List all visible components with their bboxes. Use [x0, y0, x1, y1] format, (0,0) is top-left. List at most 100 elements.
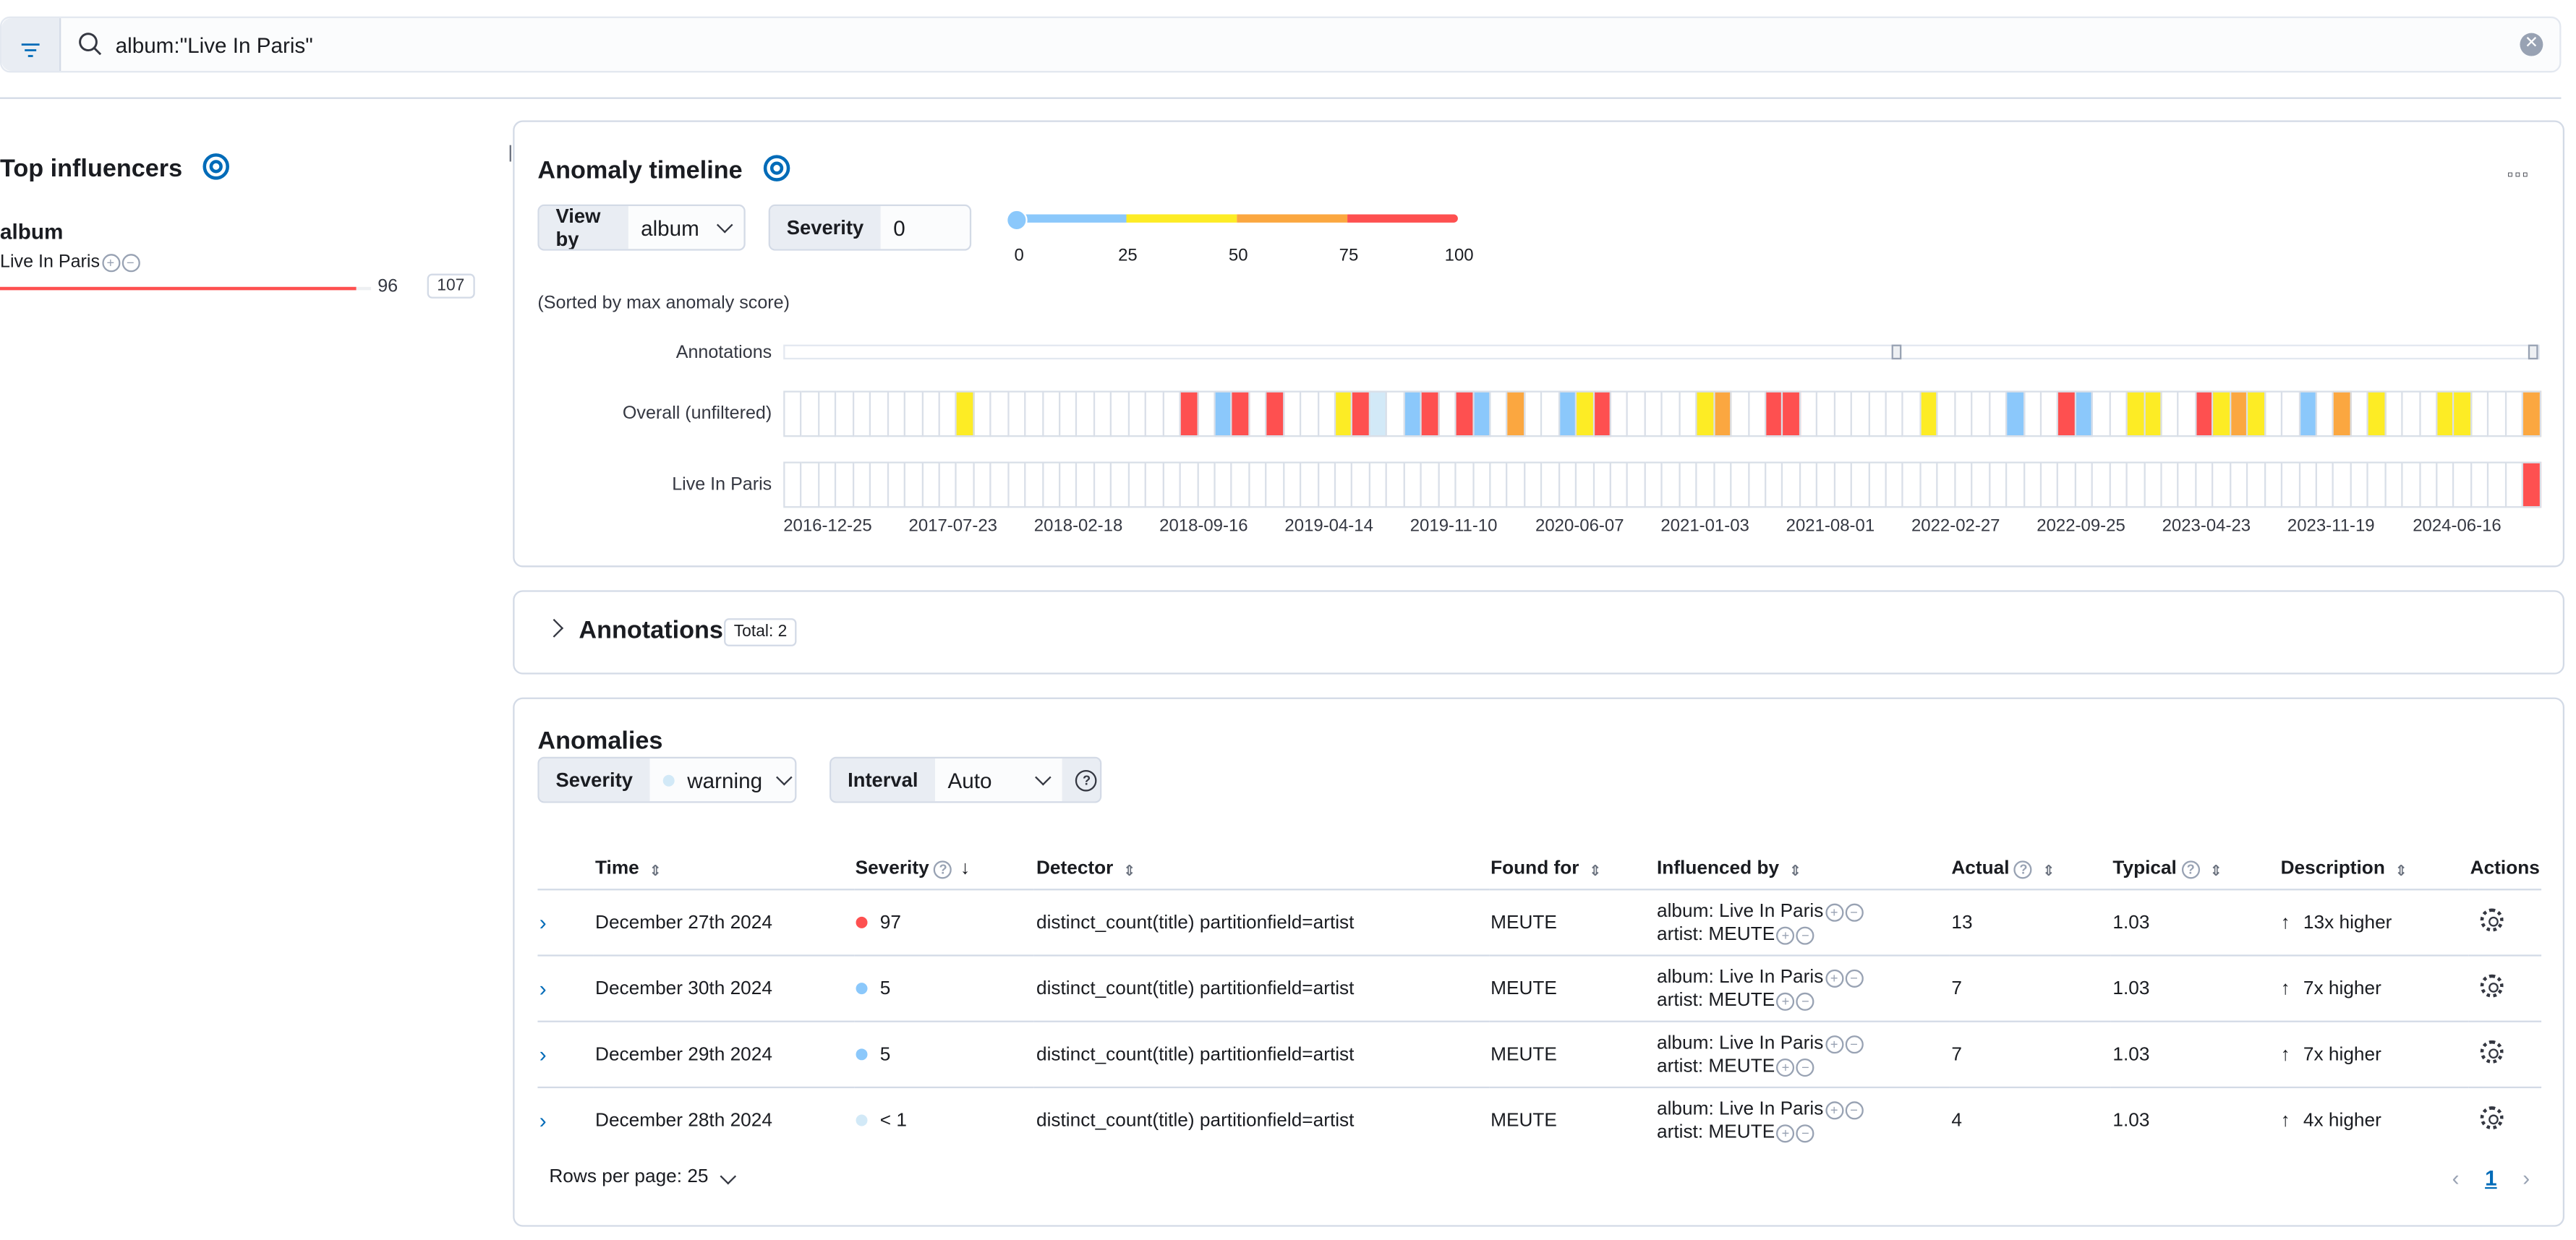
- sort-icon[interactable]: ⇕: [1123, 862, 1136, 879]
- swimlane-cell[interactable]: [2230, 390, 2248, 437]
- swimlane-cell[interactable]: [1628, 461, 1646, 508]
- add-filter-icon[interactable]: +: [1776, 925, 1795, 944]
- swimlane-cell[interactable]: [1697, 390, 1715, 437]
- swimlane-cell[interactable]: [1232, 461, 1250, 508]
- swimlane-cell[interactable]: [1542, 390, 1560, 437]
- swimlane-cell[interactable]: [1749, 390, 1767, 437]
- sort-icon[interactable]: ⇕: [1788, 862, 1801, 879]
- swimlane-cell[interactable]: [2300, 390, 2317, 437]
- swimlane-cell[interactable]: [1060, 390, 1078, 437]
- swimlane-cell[interactable]: [836, 390, 854, 437]
- swimlane-cell[interactable]: [836, 461, 854, 508]
- swimlane-cell[interactable]: [1370, 461, 1388, 508]
- gear-icon[interactable]: [2480, 908, 2504, 932]
- swimlane-cell[interactable]: [1559, 390, 1577, 437]
- swimlane-cell[interactable]: [1766, 461, 1783, 508]
- gear-icon[interactable]: [2480, 1106, 2504, 1130]
- swimlane-cell[interactable]: [2093, 461, 2111, 508]
- expand-row-icon[interactable]: ›: [539, 1108, 547, 1133]
- swimlane-cell[interactable]: [2058, 461, 2076, 508]
- add-filter-icon[interactable]: +: [1825, 902, 1843, 921]
- help-icon[interactable]: ?: [1075, 769, 1098, 791]
- add-filter-icon[interactable]: +: [1825, 1100, 1843, 1119]
- severity-slider[interactable]: 0 25 50 75 100: [1006, 209, 1480, 275]
- overall-swimlane[interactable]: [783, 390, 2541, 437]
- col-actual[interactable]: Actual? ⇕: [1951, 859, 2055, 879]
- annotations-title[interactable]: Annotations: [579, 616, 723, 645]
- swimlane-cell[interactable]: [2455, 461, 2473, 508]
- swimlane-cell[interactable]: [1714, 390, 1732, 437]
- swimlane-cell[interactable]: [1164, 390, 1181, 437]
- swimlane-cell[interactable]: [1112, 461, 1130, 508]
- swimlane-cell[interactable]: [2455, 390, 2473, 437]
- swimlane-cell[interactable]: [1800, 390, 1818, 437]
- swimlane-cell[interactable]: [1886, 390, 1904, 437]
- swimlane-cell[interactable]: [1955, 461, 1973, 508]
- help-icon[interactable]: [763, 155, 790, 181]
- swimlane-cell[interactable]: [1250, 390, 1267, 437]
- slider-thumb[interactable]: [1006, 209, 1028, 231]
- swimlane-cell[interactable]: [1817, 390, 1835, 437]
- swimlane-cell[interactable]: [783, 461, 803, 508]
- swimlane-cell[interactable]: [1180, 461, 1198, 508]
- swimlane-cell[interactable]: [2351, 390, 2369, 437]
- swimlane-cell[interactable]: [2334, 390, 2352, 437]
- swimlane-cell[interactable]: [1989, 390, 2008, 437]
- swimlane-cell[interactable]: [2282, 461, 2300, 508]
- swimlane-cell[interactable]: [1266, 390, 1284, 437]
- interval-select[interactable]: Interval Auto ?: [829, 756, 1102, 803]
- swimlane-cell[interactable]: [1645, 461, 1663, 508]
- swimlane-cell[interactable]: [2506, 390, 2524, 437]
- swimlane-cell[interactable]: [939, 390, 958, 437]
- swimlane-cell[interactable]: [957, 461, 975, 508]
- swimlane-cell[interactable]: [1370, 390, 1388, 437]
- expand-row-icon[interactable]: ›: [539, 975, 547, 1001]
- swimlane-cell[interactable]: [1680, 390, 1697, 437]
- add-filter-icon[interactable]: +: [101, 254, 120, 273]
- swimlane-cell[interactable]: [2402, 390, 2421, 437]
- remove-filter-icon[interactable]: −: [1844, 1034, 1864, 1053]
- swimlane-cell[interactable]: [2265, 390, 2283, 437]
- swimlane-cell[interactable]: [991, 390, 1009, 437]
- swimlane-cell[interactable]: [1387, 461, 1405, 508]
- swimlane-cell[interactable]: [2506, 461, 2524, 508]
- swimlane-cell[interactable]: [871, 461, 889, 508]
- swimlane-cell[interactable]: [1663, 461, 1681, 508]
- col-detector[interactable]: Detector ⇕: [1036, 859, 1136, 879]
- swimlane-cell[interactable]: [2437, 390, 2455, 437]
- expand-row-icon[interactable]: ›: [539, 910, 547, 935]
- swimlane-cell[interactable]: [1094, 461, 1112, 508]
- swimlane-cell[interactable]: [957, 390, 975, 437]
- swimlane-cell[interactable]: [1180, 390, 1198, 437]
- swimlane-cell[interactable]: [2058, 390, 2076, 437]
- swimlane-cell[interactable]: [2368, 461, 2387, 508]
- swimlane-cell[interactable]: [2488, 390, 2507, 437]
- swimlane-cell[interactable]: [2110, 461, 2128, 508]
- gear-icon[interactable]: [2480, 1040, 2504, 1064]
- swimlane-cell[interactable]: [1456, 461, 1474, 508]
- swimlane-cell[interactable]: [1025, 461, 1044, 508]
- swimlane-cell[interactable]: [1438, 390, 1457, 437]
- live-in-paris-swimlane[interactable]: [783, 461, 2541, 508]
- swimlane-cell[interactable]: [2334, 461, 2352, 508]
- swimlane-cell[interactable]: [2041, 461, 2059, 508]
- col-typical[interactable]: Typical? ⇕: [2112, 859, 2222, 879]
- annotation-marker[interactable]: [2528, 344, 2538, 360]
- swimlane-cell[interactable]: [1473, 461, 1491, 508]
- swimlane-cell[interactable]: [1094, 390, 1112, 437]
- swimlane-cell[interactable]: [1766, 390, 1783, 437]
- swimlane-cell[interactable]: [905, 390, 923, 437]
- swimlane-cell[interactable]: [2041, 390, 2059, 437]
- swimlane-cell[interactable]: [1043, 390, 1061, 437]
- swimlane-cell[interactable]: [1508, 390, 1525, 437]
- swimlane-cell[interactable]: [2214, 461, 2231, 508]
- swimlane-cell[interactable]: [1266, 461, 1284, 508]
- swimlane-cell[interactable]: [2007, 390, 2025, 437]
- swimlane-cell[interactable]: [802, 461, 820, 508]
- add-filter-icon[interactable]: +: [1776, 1057, 1795, 1076]
- remove-filter-icon[interactable]: −: [1796, 925, 1814, 944]
- swimlane-cell[interactable]: [2162, 390, 2180, 437]
- swimlane-cell[interactable]: [2420, 461, 2438, 508]
- swimlane-cell[interactable]: [1060, 461, 1078, 508]
- swimlane-cell[interactable]: [1869, 390, 1887, 437]
